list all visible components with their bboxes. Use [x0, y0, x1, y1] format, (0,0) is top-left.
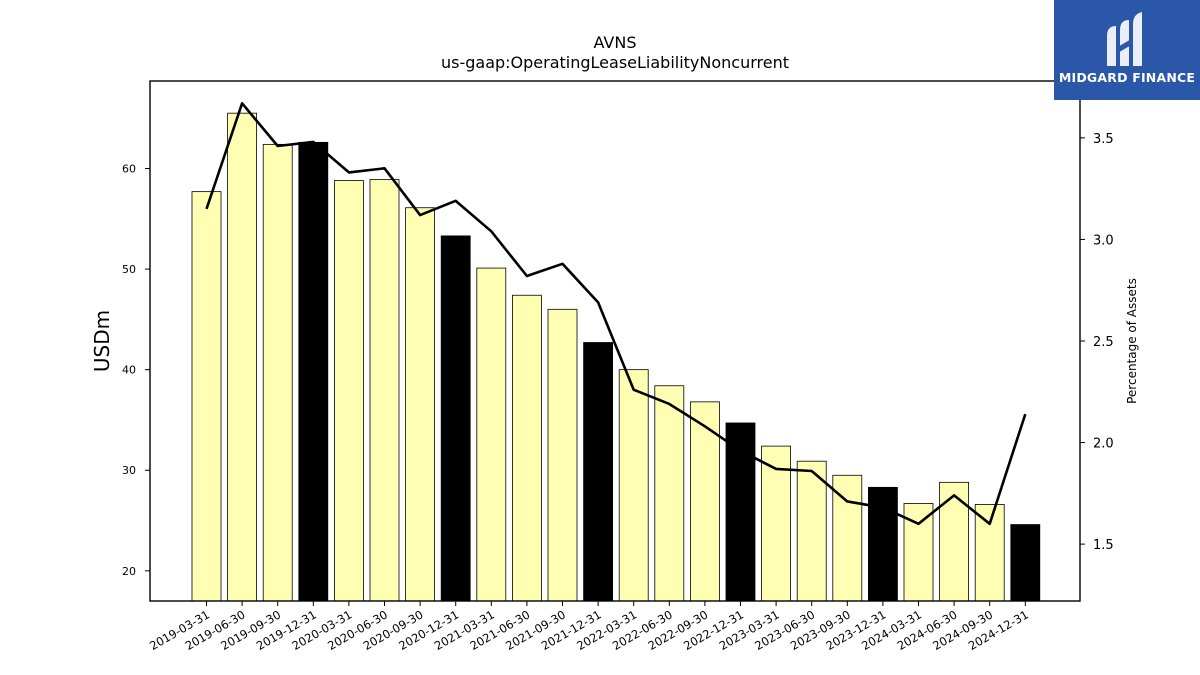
- midgard-finance-logo: MIDGARD FINANCE: [1054, 0, 1200, 100]
- bar: [583, 342, 613, 602]
- bar: [476, 267, 507, 602]
- bar: [725, 422, 756, 602]
- bar: [547, 308, 578, 602]
- y2-tick-label: 3.5: [1093, 132, 1114, 147]
- bar: [227, 112, 258, 602]
- y-axis-label: USDm: [90, 310, 114, 372]
- bar: [690, 401, 720, 602]
- y2-tick-label: 2.5: [1093, 335, 1114, 350]
- y-tick-label: 50: [122, 263, 136, 276]
- y2-tick-label: 1.5: [1093, 538, 1114, 553]
- logo-text: MIDGARD FINANCE: [1058, 70, 1196, 85]
- y-tick-label: 20: [122, 565, 136, 578]
- y-tick-label: 30: [122, 464, 136, 477]
- y-tick-label: 60: [122, 163, 136, 176]
- y2-tick-label: 2.0: [1093, 437, 1114, 452]
- bar: [974, 504, 1005, 602]
- bar: [440, 235, 471, 602]
- bar: [618, 369, 649, 602]
- bar: [796, 460, 827, 602]
- bar: [369, 179, 400, 602]
- bar: [1010, 524, 1041, 602]
- bar: [939, 481, 969, 602]
- chart-subtitle: us-gaap:OperatingLeaseLiabilityNoncurren…: [441, 53, 789, 72]
- y2-axis-label: Percentage of Assets: [1125, 278, 1139, 404]
- bar: [761, 445, 791, 602]
- bar: [333, 180, 364, 602]
- y2-tick-label: 3.0: [1093, 233, 1114, 248]
- bar: [832, 474, 863, 602]
- bar: [654, 385, 685, 602]
- logo-mark-icon: [1107, 12, 1142, 66]
- bar: [405, 207, 436, 602]
- bar: [298, 141, 329, 602]
- bar: [262, 143, 293, 602]
- percentage-line: [205, 102, 1027, 526]
- bar: [868, 486, 898, 602]
- bar: [191, 191, 222, 602]
- bar: [512, 294, 542, 602]
- y-tick-label: 40: [122, 364, 136, 377]
- chart-title: AVNS: [594, 33, 637, 52]
